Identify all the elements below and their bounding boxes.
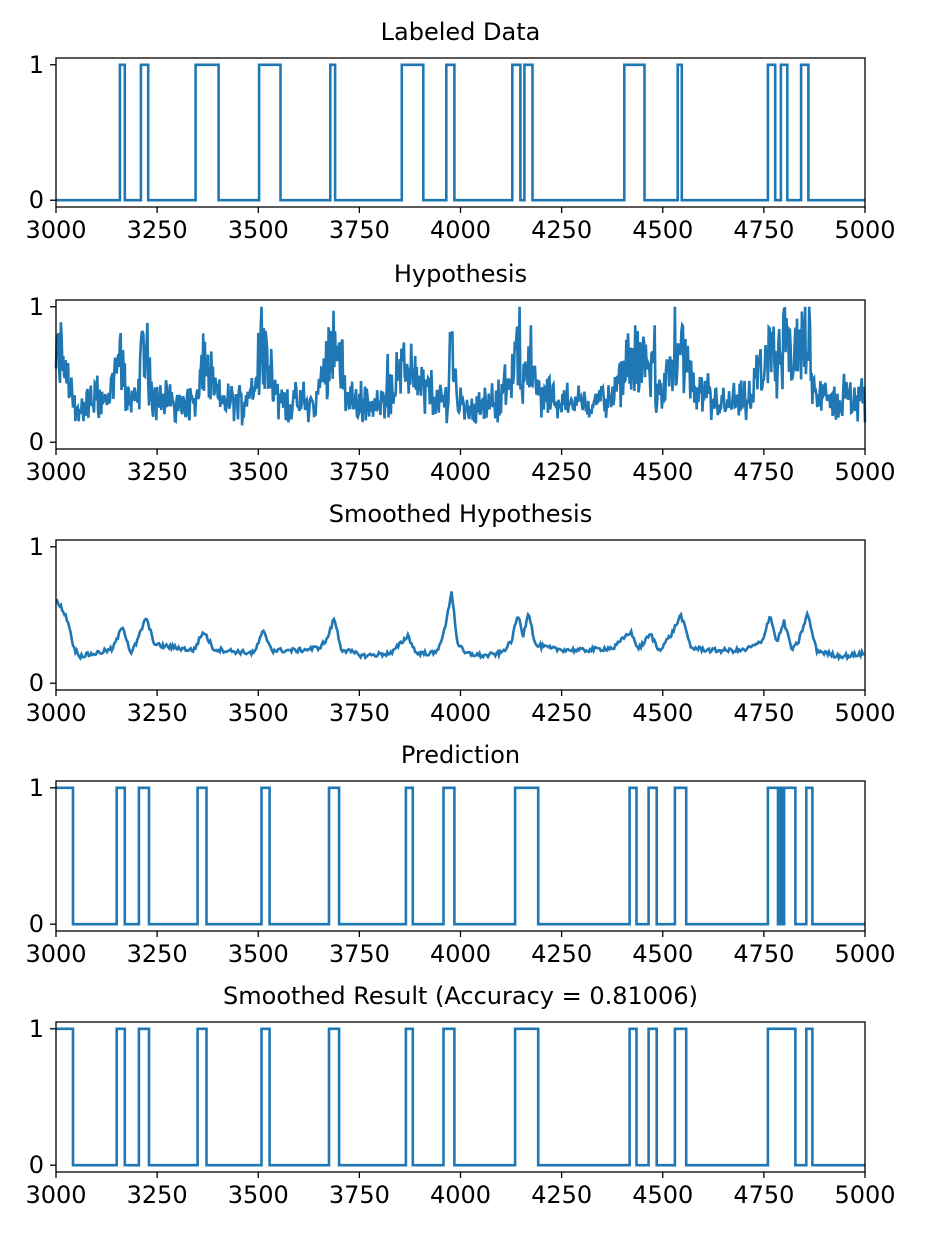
- x-tick-label: 4500: [632, 458, 693, 486]
- x-tick-label: 3250: [127, 216, 188, 244]
- x-tick-label: 3500: [228, 216, 289, 244]
- x-tick-label: 5000: [834, 1181, 895, 1209]
- x-tick-label: 4750: [733, 1181, 794, 1209]
- x-tick-label: 3500: [228, 940, 289, 968]
- y-tick-label: 1: [29, 293, 44, 321]
- x-tick-label: 3250: [127, 1181, 188, 1209]
- x-tick-label: 4250: [531, 458, 592, 486]
- y-tick-label: 0: [29, 186, 44, 214]
- x-tick-label: 4500: [632, 1181, 693, 1209]
- x-tick-label: 4250: [531, 216, 592, 244]
- series-line: [56, 1027, 865, 1167]
- x-tick-label: 4250: [531, 699, 592, 727]
- x-tick-label: 5000: [834, 216, 895, 244]
- x-tick-label: 4750: [733, 699, 794, 727]
- y-tick-label: 1: [29, 1015, 44, 1043]
- series-line: [55, 591, 865, 662]
- x-tick-label: 4000: [430, 458, 491, 486]
- y-tick-label: 1: [29, 51, 44, 79]
- chart-title: Smoothed Result (Accuracy = 0.81006): [223, 982, 698, 1010]
- x-tick-label: 5000: [834, 458, 895, 486]
- x-tick-label: 5000: [834, 699, 895, 727]
- x-tick-label: 5000: [834, 940, 895, 968]
- y-tick-label: 0: [29, 428, 44, 456]
- x-tick-label: 3500: [228, 1181, 289, 1209]
- x-tick-label: 3750: [329, 216, 390, 244]
- x-tick-label: 3000: [25, 1181, 86, 1209]
- x-tick-label: 4000: [430, 1181, 491, 1209]
- series-line: [56, 63, 865, 202]
- chart-title: Labeled Data: [381, 18, 541, 46]
- x-tick-label: 3750: [329, 940, 390, 968]
- chart-panel-5: Smoothed Result (Accuracy = 0.81006) 3000…: [25, 982, 895, 1209]
- chart-title: Hypothesis: [394, 260, 527, 288]
- chart-panel-2: Hypothesis 3000 3250 3500 3750 4000 4250 4500 47…: [25, 260, 895, 486]
- y-tick-label: 0: [29, 910, 44, 938]
- x-tick-label: 4000: [430, 216, 491, 244]
- chart-panel-1: Labeled Data 3000 3250 3500 3750 4000 4250 4500…: [25, 18, 895, 244]
- x-tick-label: 3750: [329, 1181, 390, 1209]
- chart-title: Prediction: [401, 741, 520, 769]
- x-tick-label: 4750: [733, 458, 794, 486]
- chart-panel-3: Smoothed Hypothesis 3000 3250 3500 3750 4000 4…: [25, 500, 895, 727]
- x-tick-label: 3000: [25, 699, 86, 727]
- x-tick-label: 3500: [228, 699, 289, 727]
- x-tick-label: 3000: [25, 940, 86, 968]
- chart-panel-4: Prediction 3000 3250 3500 3750 4000 4250 4500 47…: [25, 741, 895, 968]
- x-tick-label: 3250: [127, 458, 188, 486]
- x-tick-label: 3000: [25, 458, 86, 486]
- y-tick-label: 0: [29, 1151, 44, 1179]
- x-tick-label: 4750: [733, 940, 794, 968]
- x-tick-label: 4250: [531, 1181, 592, 1209]
- x-tick-label: 4500: [632, 940, 693, 968]
- y-tick-label: 1: [29, 774, 44, 802]
- x-tick-label: 3750: [329, 458, 390, 486]
- x-tick-label: 3000: [25, 216, 86, 244]
- x-tick-label: 3250: [127, 940, 188, 968]
- x-tick-label: 3250: [127, 699, 188, 727]
- x-tick-label: 4000: [430, 940, 491, 968]
- x-tick-label: 3500: [228, 458, 289, 486]
- x-tick-label: 4500: [632, 699, 693, 727]
- x-tick-label: 4750: [733, 216, 794, 244]
- x-tick-label: 4500: [632, 216, 693, 244]
- x-tick-label: 4000: [430, 699, 491, 727]
- y-tick-label: 0: [29, 669, 44, 697]
- series-line: [56, 786, 865, 926]
- x-tick-label: 3750: [329, 699, 390, 727]
- x-tick-label: 4250: [531, 940, 592, 968]
- y-tick-label: 1: [29, 533, 44, 561]
- series-line: [54, 306, 867, 426]
- chart-title: Smoothed Hypothesis: [329, 500, 592, 528]
